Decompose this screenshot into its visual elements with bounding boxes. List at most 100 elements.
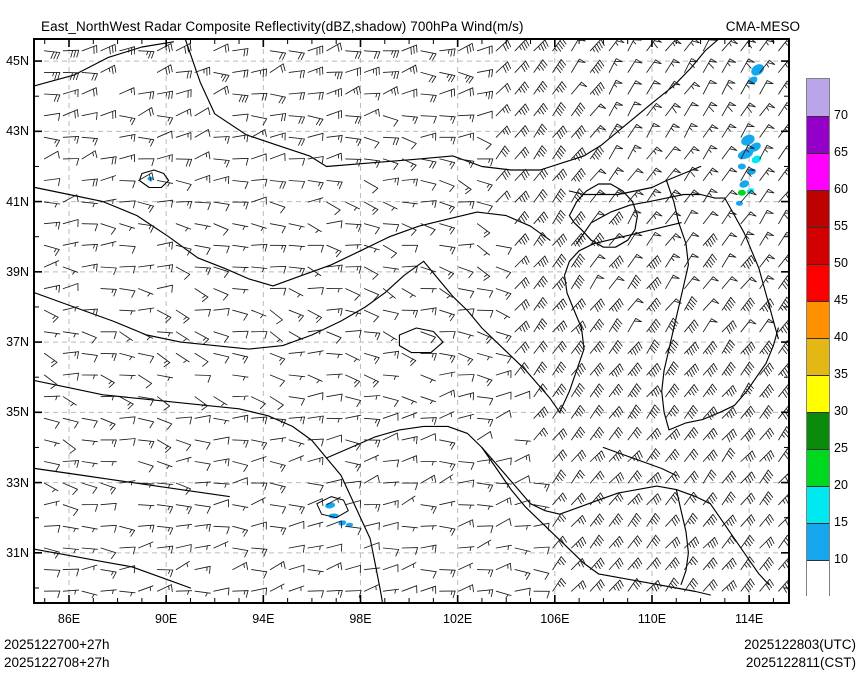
wind-barb bbox=[740, 319, 757, 333]
wind-barb bbox=[307, 521, 324, 528]
wind-barb bbox=[533, 231, 548, 246]
wind-barb bbox=[589, 450, 606, 462]
wind-barb bbox=[684, 253, 699, 268]
y-axis-labels: 45N 43N 41N 39N 37N 35N 33N 31N bbox=[0, 38, 29, 604]
wind-barb bbox=[684, 341, 700, 356]
wind-barb bbox=[363, 201, 379, 215]
wind-barb bbox=[251, 456, 267, 462]
colorbar-band[interactable] bbox=[807, 264, 829, 301]
wind-barb bbox=[759, 491, 774, 506]
wind-barb bbox=[288, 50, 305, 61]
colorbar-band[interactable] bbox=[807, 153, 829, 190]
wind-barb bbox=[382, 136, 400, 146]
wind-barb bbox=[646, 404, 660, 419]
wind-barb bbox=[439, 48, 456, 57]
wind-barb bbox=[740, 231, 755, 246]
wind-barb bbox=[269, 437, 287, 443]
colorbar-band[interactable] bbox=[807, 523, 829, 560]
border-tibet-south bbox=[35, 548, 192, 589]
wind-barb bbox=[514, 320, 530, 333]
wind-barb bbox=[213, 136, 230, 144]
wind-barb bbox=[194, 461, 211, 471]
wind-barb bbox=[307, 287, 324, 295]
wind-barb bbox=[119, 87, 136, 96]
wind-barb bbox=[759, 103, 776, 117]
y-tick-label: 37N bbox=[6, 335, 29, 350]
wind-barb bbox=[43, 590, 61, 599]
wind-barb bbox=[382, 158, 399, 170]
wind-barb bbox=[476, 539, 492, 549]
wind-barb bbox=[571, 557, 587, 571]
wind-barb bbox=[458, 243, 475, 249]
colorbar[interactable] bbox=[806, 78, 830, 597]
colorbar-tick-label: 30 bbox=[834, 404, 848, 418]
wind-barb bbox=[571, 340, 586, 355]
wind-barb bbox=[702, 449, 718, 462]
wind-barb bbox=[571, 147, 587, 161]
wind-barb bbox=[702, 79, 717, 95]
wind-barb bbox=[420, 223, 436, 236]
wind-barb bbox=[439, 352, 456, 363]
wind-barb bbox=[684, 363, 700, 378]
wind-barb bbox=[81, 263, 98, 272]
wind-barb bbox=[326, 373, 343, 379]
colorbar-band[interactable] bbox=[807, 375, 829, 412]
wind-barb bbox=[627, 362, 643, 377]
wind-barb bbox=[420, 417, 437, 425]
wind-barb bbox=[571, 580, 587, 592]
wind-barb bbox=[345, 136, 362, 147]
wind-barb bbox=[156, 396, 171, 411]
wind-barb bbox=[100, 569, 117, 579]
wind-barb bbox=[43, 50, 61, 60]
wind-barb bbox=[608, 449, 624, 462]
wind-barb bbox=[759, 188, 775, 203]
border-henan-north bbox=[668, 327, 779, 431]
wind-barb bbox=[759, 254, 776, 268]
wind-barb bbox=[721, 580, 737, 592]
wind-barb bbox=[627, 426, 642, 441]
colorbar-band[interactable] bbox=[807, 560, 829, 597]
wind-barb bbox=[495, 145, 510, 160]
colorbar-band[interactable] bbox=[807, 79, 829, 116]
wind-barb bbox=[213, 244, 230, 254]
wind-barb bbox=[627, 168, 644, 181]
wind-barb bbox=[759, 578, 774, 592]
wind-barb bbox=[138, 307, 155, 313]
wind-barb bbox=[232, 180, 249, 190]
wind-barb bbox=[476, 288, 494, 298]
wind-barb bbox=[81, 331, 97, 344]
colorbar-band[interactable] bbox=[807, 412, 829, 449]
colorbar-band[interactable] bbox=[807, 338, 829, 375]
colorbar-band[interactable] bbox=[807, 486, 829, 523]
wind-barb bbox=[646, 557, 662, 571]
wind-barb bbox=[288, 396, 305, 406]
wind-barb bbox=[420, 50, 437, 61]
wind-barb bbox=[646, 512, 661, 527]
colorbar-band[interactable] bbox=[807, 116, 829, 153]
wind-barb bbox=[420, 433, 437, 442]
wind-barb bbox=[495, 190, 511, 203]
colorbar-tick-label: 60 bbox=[834, 182, 848, 196]
wind-barb bbox=[778, 275, 788, 290]
wind-barb bbox=[119, 244, 136, 254]
wind-barb bbox=[43, 71, 61, 80]
wind-barb bbox=[138, 223, 155, 233]
colorbar-band[interactable] bbox=[807, 190, 829, 227]
wind-barb bbox=[251, 309, 267, 319]
wind-barb bbox=[345, 480, 362, 489]
colorbar-band[interactable] bbox=[807, 301, 829, 338]
wind-barb bbox=[589, 557, 605, 571]
wind-barb bbox=[326, 589, 343, 598]
wind-barb bbox=[571, 404, 586, 419]
map-plot-area[interactable] bbox=[33, 38, 790, 604]
wind-barb bbox=[43, 500, 60, 506]
wind-barb bbox=[552, 340, 567, 354]
colorbar-band[interactable] bbox=[807, 227, 829, 264]
wind-barb bbox=[81, 547, 98, 553]
wind-barb bbox=[589, 492, 605, 506]
colorbar-band[interactable] bbox=[807, 449, 829, 486]
wind-barb bbox=[363, 352, 380, 365]
wind-barb bbox=[194, 223, 211, 230]
border-qinghai-tibet bbox=[35, 380, 383, 602]
wind-barb bbox=[702, 318, 718, 333]
